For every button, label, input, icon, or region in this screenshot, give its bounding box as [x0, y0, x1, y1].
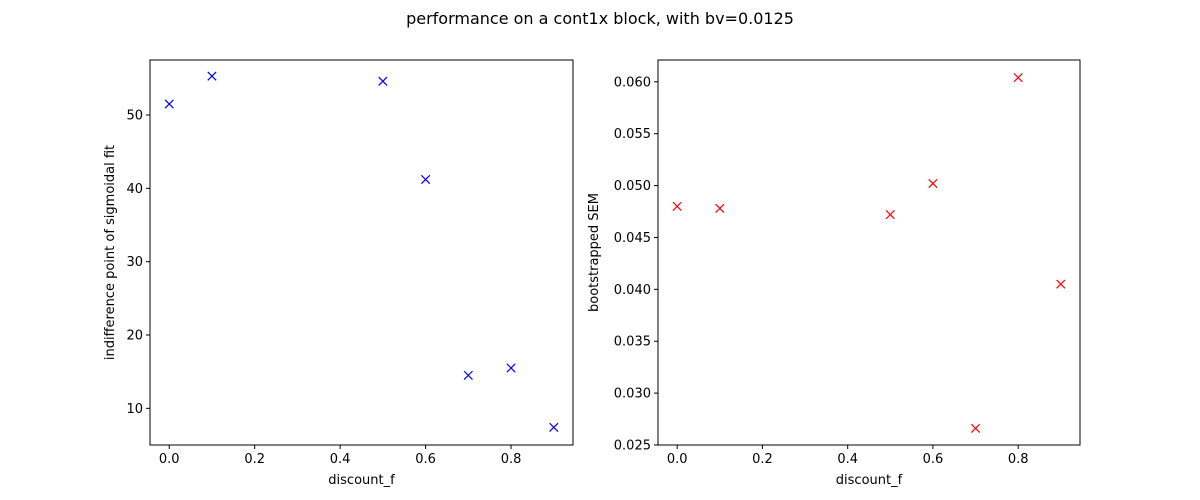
right-y-tick-label: 0.055 [614, 127, 651, 142]
right-data-point [1056, 279, 1066, 289]
right-data-point [928, 178, 938, 189]
left-data-point [506, 363, 516, 373]
left-x-tick-label: 0.8 [501, 452, 522, 467]
right-axes-frame [657, 59, 1081, 446]
right-y-tick-label: 0.030 [614, 387, 651, 402]
left-x-tick-label: 0.0 [159, 452, 180, 467]
left-y-tick-label: 30 [126, 255, 143, 270]
right-data-point [885, 209, 895, 220]
left-data-point [420, 174, 431, 185]
right-y-tick-label: 0.060 [614, 75, 651, 90]
left-y-tick-label: 40 [126, 182, 143, 197]
left-scatter-chart: 0.0 0.2 0.4 0.6 0.8 10 20 30 40 50 discount_f indif… [103, 59, 574, 488]
left-x-tick-label: 0.4 [330, 452, 351, 467]
left-data-point [549, 422, 559, 433]
left-data-point [378, 76, 388, 86]
left-data-point [207, 71, 217, 81]
figure-suptitle: performance on a cont1x block, with bv=0… [406, 9, 794, 28]
right-scatter-chart: 0.0 0.2 0.4 0.6 0.8 0.025 0.030 0.035 0.040 0.045… [587, 59, 1081, 488]
left-data-point [164, 99, 174, 109]
right-y-axis-label: bootstrapped SEM [587, 193, 602, 312]
right-y-tick-label: 0.045 [614, 231, 651, 246]
right-x-tick-label: 0.4 [837, 452, 858, 467]
right-x-tick-label: 0.2 [752, 452, 773, 467]
right-y-tick-label: 0.035 [614, 335, 651, 350]
right-y-tick-label: 0.025 [614, 439, 651, 454]
right-data-point [672, 201, 682, 211]
left-x-tick-label: 0.2 [244, 452, 265, 467]
right-y-tick-label: 0.040 [614, 283, 651, 298]
right-x-tick-label: 0.0 [667, 452, 688, 467]
left-axes-frame [149, 59, 574, 446]
right-data-point [970, 423, 981, 434]
right-data-point [1013, 73, 1023, 83]
left-y-tick-label: 50 [126, 109, 143, 124]
right-y-tick-label: 0.050 [614, 179, 651, 194]
right-x-tick-label: 0.6 [923, 452, 944, 467]
left-y-axis-label: indifference point of sigmoidal fit [103, 145, 118, 360]
left-x-axis-label: discount_f [328, 473, 395, 488]
right-data-point [715, 203, 725, 214]
left-x-tick-label: 0.6 [415, 452, 436, 467]
left-y-tick-label: 20 [126, 329, 143, 344]
left-data-point [463, 370, 473, 380]
right-x-tick-label: 0.8 [1008, 452, 1029, 467]
left-y-tick-label: 10 [126, 402, 143, 417]
right-x-axis-label: discount_f [836, 473, 903, 488]
